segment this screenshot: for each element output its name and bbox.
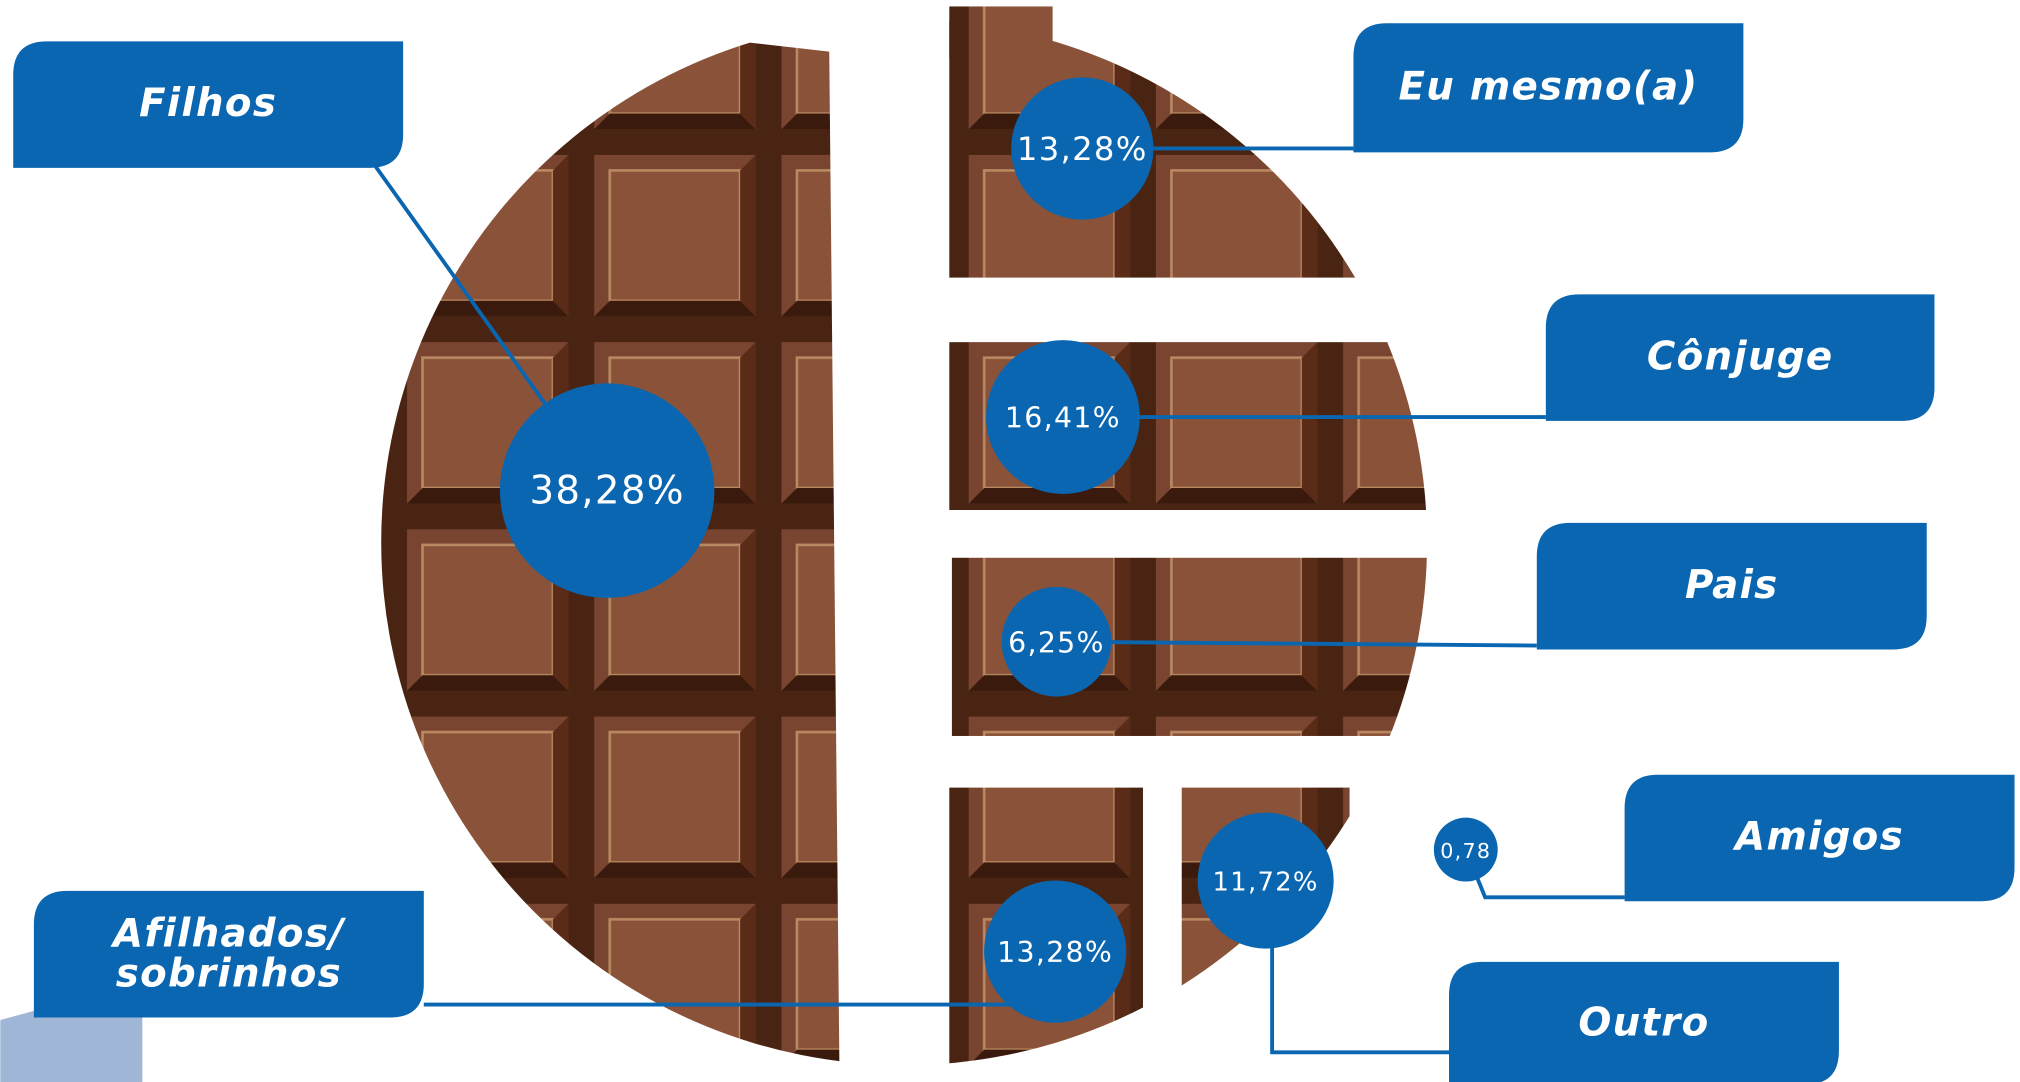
bubble xyxy=(1433,817,1498,882)
bubble xyxy=(1197,812,1334,949)
chocolate xyxy=(949,6,1053,59)
bubble xyxy=(1001,586,1112,697)
label-box xyxy=(1353,23,1744,153)
category-label: Filhos xyxy=(139,81,278,127)
label-holder: Eu mesmo(a) xyxy=(1398,64,1699,111)
label-holder: Cônjuge xyxy=(1646,334,1834,380)
category-label: Eu mesmo(a) xyxy=(1398,64,1699,111)
label-holder: Filhos xyxy=(139,81,278,127)
category-label: Pais xyxy=(1684,563,1779,609)
category-label: Cônjuge xyxy=(1646,334,1834,380)
label-box xyxy=(1448,961,1839,1082)
connector xyxy=(1056,639,1537,648)
bubble xyxy=(986,340,1140,494)
label-holder: Amigos xyxy=(1735,815,1904,861)
bubble xyxy=(1011,77,1154,220)
value-label: 16,41% xyxy=(1005,402,1121,435)
value-label: 6,25% xyxy=(1008,626,1105,659)
label-holder: Outro xyxy=(1578,1000,1710,1046)
bubble xyxy=(499,383,715,598)
label-box xyxy=(13,41,404,168)
value-label: 0,78 xyxy=(1440,839,1491,863)
value-label: 11,72% xyxy=(1213,868,1319,898)
value-label: 13,28% xyxy=(997,936,1113,969)
label-box xyxy=(33,890,424,1018)
category-label: Afilhados/ sobrinhos xyxy=(113,910,345,997)
value-label: 13,28% xyxy=(1017,130,1148,168)
label-box xyxy=(1536,522,1927,650)
bubbles: 38,28% 13,28% 16,41% 6,25% 13,28% 11,72% 0,78 xyxy=(499,77,1498,1023)
label-box xyxy=(1545,294,1935,421)
label-holder: Afilhados/ sobrinhos xyxy=(113,910,345,997)
label-holder: Pais xyxy=(1684,563,1779,609)
bubble xyxy=(984,880,1127,1023)
category-label: Outro xyxy=(1578,1000,1710,1046)
label-box xyxy=(1624,774,2015,902)
category-label: Amigos xyxy=(1735,815,1904,861)
value-label: 38,28% xyxy=(529,469,684,514)
